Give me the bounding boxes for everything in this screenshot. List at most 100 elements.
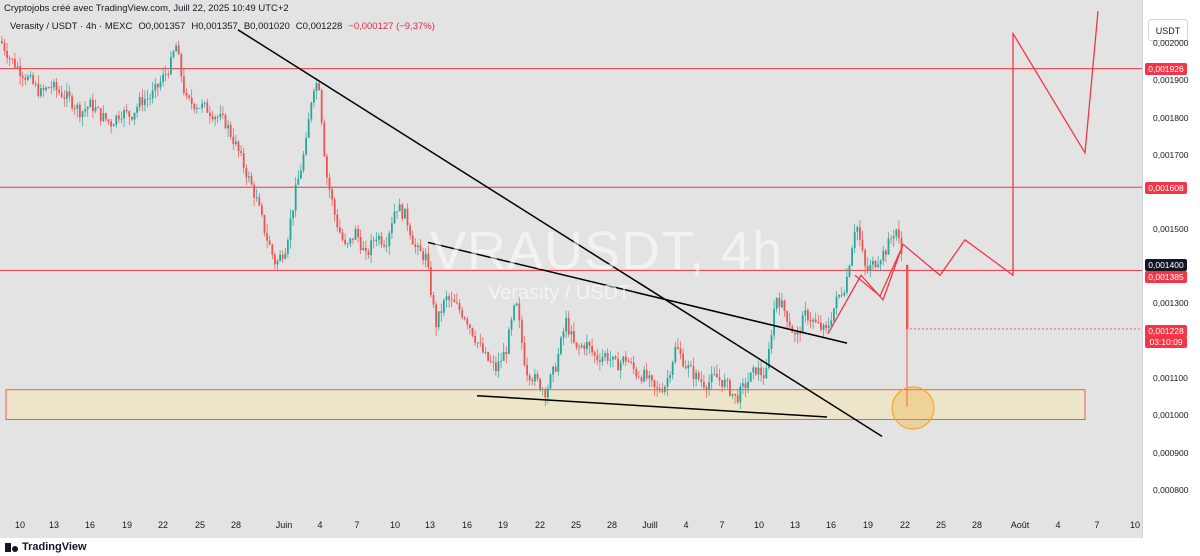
- price-tick: 0,001700: [1153, 150, 1189, 160]
- candle-body: [625, 356, 627, 361]
- candle-body: [752, 367, 755, 373]
- candle-body: [801, 315, 804, 334]
- candle-body: [112, 124, 115, 127]
- candle-body: [388, 233, 391, 246]
- candle-body: [830, 320, 833, 326]
- candle-body: [804, 310, 807, 316]
- candle-body: [684, 366, 687, 369]
- candle-body: [825, 324, 827, 328]
- candle-body: [193, 103, 196, 110]
- candle-body: [612, 356, 614, 360]
- candle-body: [718, 377, 721, 380]
- time-tick: 19: [862, 520, 874, 530]
- candle-body: [710, 374, 713, 383]
- candle-body: [346, 243, 349, 245]
- ohlc-close: C0,001228: [295, 21, 343, 32]
- candle-body: [547, 388, 549, 398]
- candle-body: [523, 342, 526, 366]
- time-tick: 4: [1055, 520, 1061, 530]
- candle-body: [661, 390, 664, 393]
- last-candle-body: [906, 264, 909, 329]
- candle-body: [450, 299, 453, 301]
- candle-body: [177, 45, 180, 55]
- candle-body: [242, 152, 245, 168]
- candle-body: [513, 305, 515, 320]
- candle-body: [367, 251, 370, 256]
- candle-body: [744, 383, 747, 388]
- candle-body: [409, 225, 411, 236]
- candle-body: [66, 91, 68, 99]
- time-tick: 19: [497, 520, 509, 530]
- candle-body: [68, 91, 71, 97]
- currency-button[interactable]: USDT: [1148, 19, 1188, 41]
- symbol-name[interactable]: Verasity / USDT · 4h · MEXC: [10, 21, 133, 32]
- last-price-label: 0,001228: [1145, 325, 1187, 337]
- candle-body: [344, 239, 346, 244]
- candle-body: [788, 321, 791, 327]
- candle-body: [817, 322, 820, 323]
- candle-body: [42, 88, 45, 90]
- candle-body: [723, 379, 726, 387]
- candle-body: [482, 343, 484, 353]
- candle-body: [528, 375, 531, 380]
- candle-body: [695, 372, 697, 380]
- candle-body: [281, 254, 284, 259]
- candle-body: [248, 176, 250, 178]
- candle-body: [557, 353, 560, 372]
- candle-body: [489, 360, 492, 362]
- time-tick: 25: [570, 520, 582, 530]
- candle-body: [645, 370, 648, 379]
- candle-body: [765, 367, 768, 379]
- candle-body: [313, 90, 315, 103]
- candle-body: [341, 232, 344, 240]
- candle-body: [658, 388, 661, 391]
- candle-body: [851, 248, 853, 266]
- target-circle: [891, 386, 935, 430]
- ohlc-open: O0,001357: [138, 21, 186, 32]
- candle-body: [203, 102, 206, 104]
- candle-body: [417, 245, 419, 248]
- candle-body: [734, 393, 736, 396]
- candlestick-chart[interactable]: [0, 0, 1142, 538]
- candle-body: [339, 227, 341, 233]
- candle-body: [185, 92, 188, 96]
- tradingview-logo[interactable]: TradingView: [5, 541, 87, 553]
- candle-body: [807, 310, 809, 321]
- candle-body: [136, 107, 138, 113]
- candle-body: [406, 208, 409, 226]
- candle-body: [310, 102, 313, 120]
- symbol-legend[interactable]: Verasity / USDT · 4h · MEXC O0,001357 H0…: [10, 21, 435, 32]
- candle-body: [895, 229, 898, 237]
- candle-body: [515, 303, 518, 306]
- candle-body: [274, 254, 276, 265]
- candle-body: [635, 369, 638, 377]
- candle-body: [601, 356, 604, 362]
- candle-body: [404, 208, 406, 219]
- chart-plot-area[interactable]: VRAUSDT, 4h Verasity / USDT Cryptojobs c…: [0, 0, 1142, 538]
- candle-body: [60, 92, 63, 98]
- candle-body: [14, 59, 16, 68]
- candle-body: [99, 108, 102, 121]
- candle-body: [84, 109, 86, 112]
- candle-body: [721, 379, 723, 387]
- candle-body: [630, 362, 632, 363]
- candle-body: [866, 266, 869, 271]
- candle-body: [627, 360, 630, 363]
- candle-body: [37, 83, 40, 96]
- candle-body: [107, 119, 110, 122]
- candle-body: [580, 345, 583, 348]
- candle-body: [697, 372, 700, 380]
- candle-body: [154, 83, 157, 91]
- candle-body: [393, 211, 396, 224]
- candle-body: [175, 45, 177, 52]
- candle-body: [414, 244, 417, 248]
- candle-body: [487, 351, 489, 361]
- candle-body: [183, 76, 185, 93]
- candle-body: [326, 156, 328, 178]
- candle-body: [632, 362, 635, 370]
- candle-body: [809, 320, 812, 322]
- candle-body: [794, 332, 796, 335]
- candle-body: [297, 178, 300, 185]
- candle-body: [885, 250, 887, 255]
- candle-body: [651, 375, 653, 381]
